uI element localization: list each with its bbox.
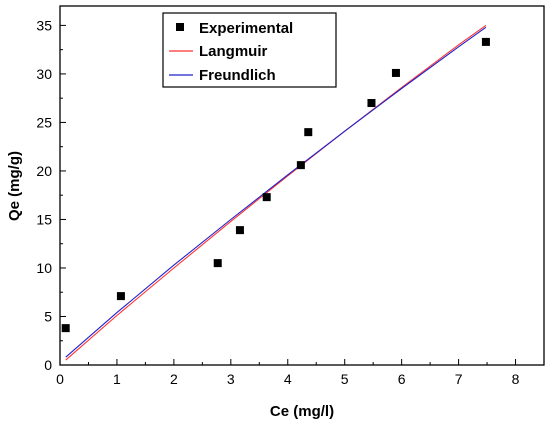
y-axis-title: Qe (mg/g) [6,151,23,221]
data-point [391,68,400,77]
x-tick-label: 3 [227,371,235,387]
data-point [213,259,222,268]
plot-frame [59,5,545,366]
legend-label-experimental: Experimental [199,20,293,37]
y-tick-label: 20 [36,163,52,179]
fit-lines [65,24,487,361]
legend-marker-experimental [176,23,184,31]
x-axis-title: Ce (mg/l) [270,403,334,420]
data-point [296,161,305,170]
legend-label-langmuir: Langmuir [199,43,267,60]
y-tick-label: 0 [44,357,52,373]
x-tick-label: 0 [56,371,64,387]
x-tick-label: 8 [512,371,520,387]
x-tick-label: 2 [170,371,178,387]
y-tick-label: 5 [44,308,52,324]
data-point [481,37,490,46]
data-point [304,128,313,137]
series-line-langmuir [65,24,487,361]
x-tick-label: 7 [455,371,463,387]
legend: Experimental Langmuir Freundlich [162,12,337,88]
x-tick-label: 5 [341,371,349,387]
data-point [367,99,376,108]
points [61,37,490,333]
x-tick-label: 1 [113,371,121,387]
series-line-freundlich [65,26,487,358]
y-tick-label: 10 [36,260,52,276]
data-point [235,226,244,235]
legend-label-freundlich: Freundlich [199,67,276,84]
y-tick-label: 35 [36,17,52,33]
y-tick-label: 15 [36,211,52,227]
data-point [262,193,271,202]
ticks: 0 1 2 3 4 5 6 7 8 0 5 10 15 20 25 30 35 [36,17,519,387]
data-point [116,292,125,301]
x-tick-label: 4 [284,371,292,387]
y-tick-label: 30 [36,66,52,82]
y-tick-label: 25 [36,114,52,130]
x-tick-label: 6 [398,371,406,387]
data-point [61,324,70,333]
